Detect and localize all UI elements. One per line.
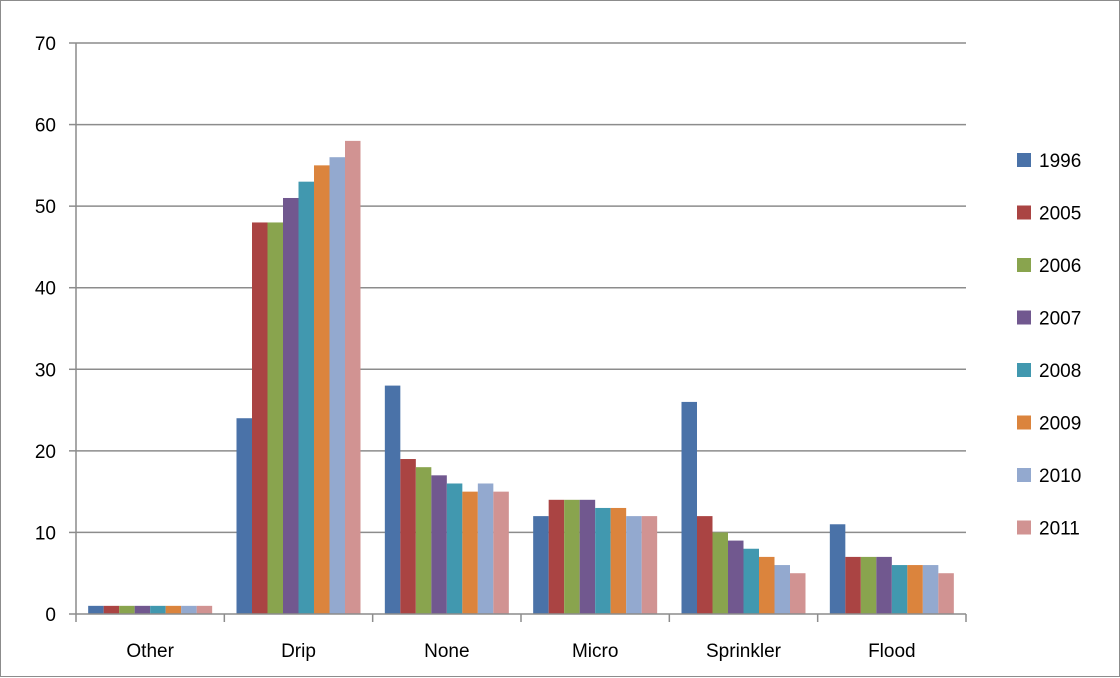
y-tick-label: 40 <box>35 279 56 300</box>
bar-2005-sprinkler <box>697 516 713 614</box>
legend-swatch-2007 <box>1017 310 1031 325</box>
bar-2006-sprinkler <box>712 532 728 614</box>
bar-2007-other <box>134 605 151 614</box>
legend-label-2005: 2005 <box>1039 204 1081 225</box>
bar-2005-none <box>400 459 416 614</box>
y-tick-label: 20 <box>35 442 56 463</box>
bar-2010-none <box>477 483 494 614</box>
bar-2005-other <box>103 605 120 614</box>
y-tick-label: 10 <box>35 523 56 544</box>
legend-swatch-2011 <box>1017 520 1031 535</box>
legend-swatch-2005 <box>1017 205 1031 220</box>
bar-1996-none <box>384 385 401 614</box>
bar-2010-flood <box>922 565 939 614</box>
bar-2006-other <box>119 605 135 614</box>
bar-2006-drip <box>267 222 283 614</box>
bar-2005-micro <box>548 499 565 614</box>
bar-1996-other <box>88 605 104 614</box>
legend-swatch-2006 <box>1017 258 1031 272</box>
bar-2006-flood <box>860 556 877 614</box>
bar-2005-flood <box>845 556 861 614</box>
gridlines <box>76 42 966 534</box>
bar-2007-none <box>431 475 447 614</box>
bar-2010-sprinkler <box>774 565 790 614</box>
bar-2009-other <box>165 605 182 614</box>
x-tick-label-none: None <box>424 641 469 662</box>
bar-2007-sprinkler <box>728 540 744 614</box>
y-axis-tick-labels: 0 10 20 30 40 50 60 70 <box>35 34 56 626</box>
y-tick-label: 60 <box>35 116 56 137</box>
bar-2011-sprinkler <box>790 573 806 614</box>
legend-label-2010: 2010 <box>1039 466 1081 487</box>
x-axis-tick-labels: Other Drip None Micro Sprinkler Flood <box>126 641 915 662</box>
bar-2009-micro <box>610 507 627 614</box>
y-tick-label: 50 <box>35 197 56 218</box>
bar-2006-micro <box>564 499 580 614</box>
legend-label-2008: 2008 <box>1039 361 1081 382</box>
axes <box>69 42 967 622</box>
bar-2011-none <box>493 491 509 614</box>
x-tick-label-other: Other <box>126 641 174 662</box>
bar-2009-none <box>462 491 478 614</box>
y-tick-label: 70 <box>35 34 56 55</box>
bar-2008-none <box>446 483 463 614</box>
legend-label-2007: 2007 <box>1039 309 1081 330</box>
bar-2011-flood <box>938 573 954 614</box>
bar-2007-flood <box>876 556 892 614</box>
bar-1996-sprinkler <box>681 401 697 614</box>
bar-2011-micro <box>641 516 658 614</box>
legend-label-2006: 2006 <box>1039 256 1081 277</box>
legend-swatch-2009 <box>1017 415 1031 430</box>
bar-1996-flood <box>829 524 846 614</box>
bar-2009-sprinkler <box>759 556 775 614</box>
bar-2008-drip <box>298 181 314 614</box>
bar-2008-micro <box>595 507 611 614</box>
bar-1996-drip <box>236 418 252 614</box>
x-tick-label-micro: Micro <box>572 641 618 662</box>
legend-swatch-2010 <box>1017 468 1031 482</box>
bar-2010-drip <box>329 157 345 614</box>
y-tick-label: 0 <box>45 605 56 626</box>
bar-2009-flood <box>907 565 923 614</box>
legend-swatch-1996 <box>1017 153 1031 167</box>
legend-label-2011: 2011 <box>1039 519 1080 540</box>
bars <box>88 140 954 614</box>
bar-2005-drip <box>252 222 268 614</box>
bar-2009-drip <box>314 165 330 614</box>
bar-2010-other <box>181 605 197 614</box>
bar-2008-flood <box>891 565 908 614</box>
x-tick-label-sprinkler: Sprinkler <box>706 641 782 662</box>
bar-1996-micro <box>533 516 549 614</box>
y-tick-label: 30 <box>35 360 56 381</box>
legend-label-1996: 1996 <box>1039 151 1081 172</box>
legend-label-2009: 2009 <box>1039 414 1081 435</box>
legend-swatch-2008 <box>1017 363 1031 377</box>
bar-2008-sprinkler <box>743 548 759 614</box>
bar-2008-other <box>150 605 166 614</box>
bar-2006-none <box>415 467 432 614</box>
x-tick-label-flood: Flood <box>868 641 916 662</box>
bar-2007-micro <box>579 499 596 614</box>
legend: 1996 2005 2006 2007 2008 2009 2010 2011 <box>1017 151 1081 540</box>
bar-2011-drip <box>345 140 361 614</box>
x-tick-label-drip: Drip <box>281 641 316 662</box>
bar-2007-drip <box>283 197 299 614</box>
bar-2011-other <box>196 605 213 614</box>
bar-2010-micro <box>626 516 642 614</box>
